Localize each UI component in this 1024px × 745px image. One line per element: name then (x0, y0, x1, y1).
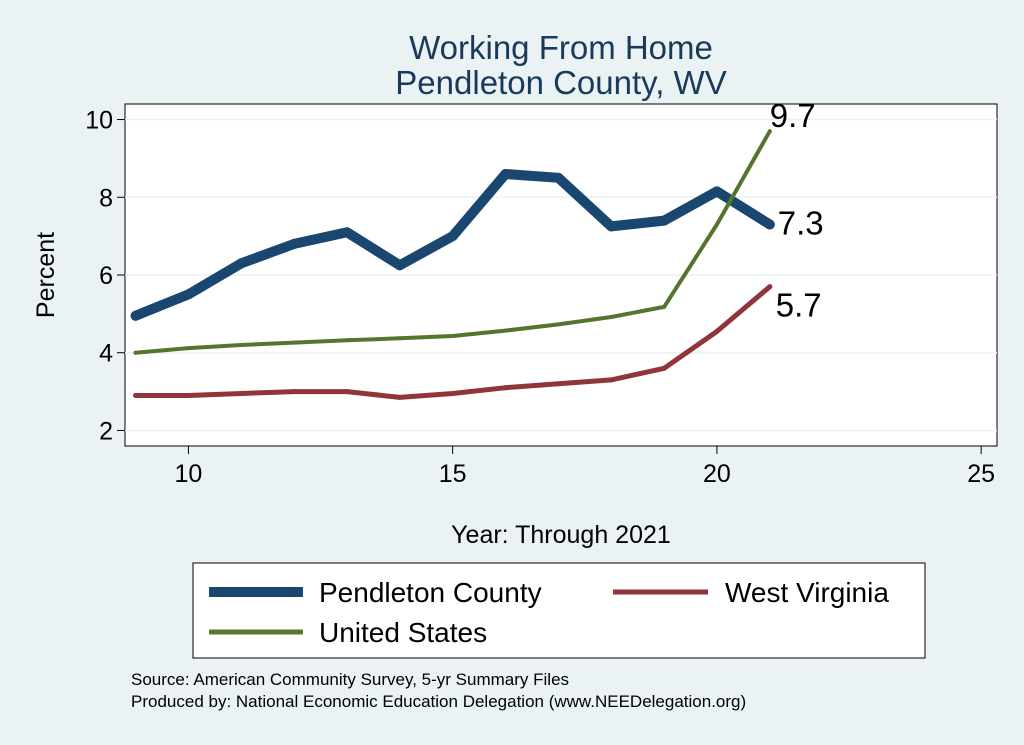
data-point-pendleton-county-7 (500, 169, 511, 179)
produced-by-note: Produced by: National Economic Education… (131, 692, 747, 711)
y-tick-label-2: 2 (99, 417, 113, 445)
data-point-west-virginia-12 (767, 284, 773, 290)
end-label-pendleton-county: 7.3 (778, 204, 824, 241)
data-point-pendleton-county-0 (130, 310, 141, 321)
chart-title-line1: Working From Home (409, 29, 713, 66)
data-point-united-states-12 (767, 129, 772, 134)
data-point-united-states-0 (133, 350, 138, 355)
data-point-united-states-6 (450, 334, 455, 338)
x-tick-label-25: 25 (967, 460, 995, 488)
data-point-united-states-11 (714, 222, 719, 227)
data-point-west-virginia-6 (450, 391, 456, 396)
data-point-pendleton-county-8 (553, 172, 564, 183)
data-point-pendleton-county-11 (711, 186, 722, 197)
data-point-united-states-3 (292, 340, 297, 345)
data-point-pendleton-county-5 (394, 260, 405, 271)
data-point-pendleton-county-6 (447, 231, 458, 242)
axes: 2 4 6 8 10 10 15 20 25 (85, 107, 995, 488)
legend-label-united-states: United States (319, 617, 487, 648)
data-point-united-states-8 (556, 322, 561, 327)
source-note: Source: American Community Survey, 5-yr … (131, 670, 570, 689)
data-point-pendleton-county-4 (342, 227, 352, 238)
legend-box (192, 562, 926, 659)
end-label-west-virginia: 5.7 (776, 287, 822, 324)
data-point-west-virginia-8 (555, 381, 561, 387)
data-point-united-states-5 (397, 336, 402, 341)
data-point-west-virginia-7 (503, 385, 508, 391)
data-point-west-virginia-2 (238, 391, 244, 396)
data-point-united-states-9 (609, 315, 614, 319)
legend-label-pendleton: Pendleton County (319, 577, 542, 608)
x-tick-label-10: 10 (175, 460, 203, 488)
y-tick-label-8: 8 (99, 184, 113, 212)
series-lines (130, 129, 775, 400)
data-point-pendleton-county-10 (659, 215, 670, 226)
y-tick-label-4: 4 (99, 340, 113, 368)
chart-title-line2: Pendleton County, WV (395, 64, 726, 101)
data-point-united-states-1 (186, 346, 191, 351)
data-point-west-virginia-9 (608, 377, 614, 383)
legend: Pendleton County West Virginia United St… (192, 562, 926, 659)
data-point-west-virginia-11 (714, 328, 720, 334)
data-point-pendleton-county-1 (183, 289, 194, 300)
grid (125, 118, 997, 432)
data-point-united-states-7 (503, 328, 508, 333)
data-point-united-states-2 (239, 343, 244, 347)
end-label-united-states: 9.7 (770, 97, 816, 134)
data-point-west-virginia-3 (291, 389, 297, 395)
data-point-united-states-4 (345, 338, 349, 343)
data-point-west-virginia-0 (133, 393, 139, 398)
data-point-west-virginia-10 (661, 365, 667, 371)
data-point-pendleton-county-12 (764, 219, 775, 230)
data-point-pendleton-county-9 (606, 221, 617, 232)
x-axis-label: Year: Through 2021 (451, 521, 671, 549)
data-point-west-virginia-5 (397, 394, 403, 400)
data-point-united-states-10 (662, 304, 667, 309)
data-point-pendleton-county-2 (236, 258, 247, 269)
y-axis-label: Percent (32, 232, 60, 318)
data-point-west-virginia-1 (185, 393, 191, 398)
end-labels: 7.3 5.7 9.7 (770, 97, 824, 323)
data-point-pendleton-county-3 (289, 238, 300, 249)
x-tick-label-20: 20 (703, 460, 731, 488)
data-point-west-virginia-4 (344, 389, 350, 395)
y-tick-label-6: 6 (99, 262, 113, 290)
y-tick-label-10: 10 (85, 107, 113, 135)
legend-label-west-virginia: West Virginia (725, 577, 889, 608)
x-tick-label-15: 15 (439, 460, 467, 488)
